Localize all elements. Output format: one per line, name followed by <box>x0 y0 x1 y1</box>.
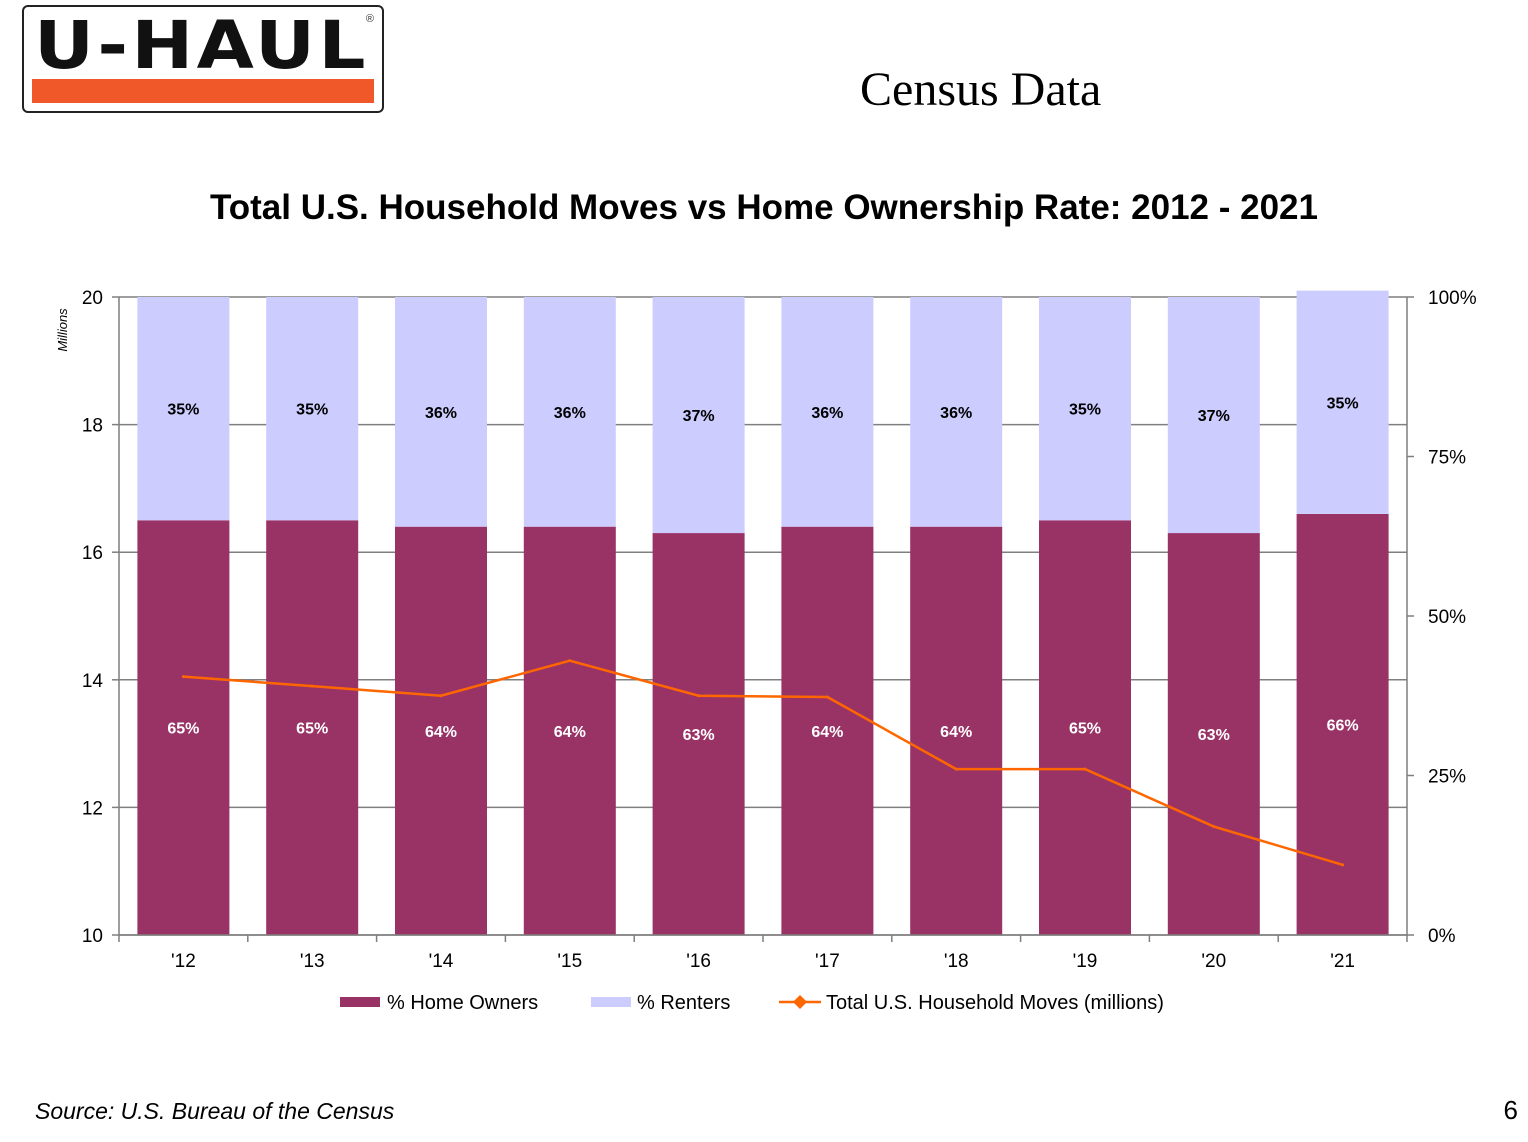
data-label-renters: 35% <box>296 402 328 419</box>
bar-renters <box>781 297 874 527</box>
moves-point <box>568 659 572 663</box>
y-left-tick-label: 20 <box>82 288 103 309</box>
y-right-tick-label: 100% <box>1428 288 1477 309</box>
data-label-home-owners: 64% <box>940 724 972 741</box>
data-label-home-owners: 64% <box>425 724 457 741</box>
moves-point <box>181 675 185 679</box>
x-tick-label: '18 <box>944 951 969 972</box>
bar-home-owners <box>1167 533 1260 935</box>
legend-marker-moves <box>793 995 807 1009</box>
y-right-tick-label: 0% <box>1428 926 1456 947</box>
data-label-home-owners: 65% <box>167 721 199 738</box>
y-right-tick-label: 75% <box>1428 448 1466 469</box>
data-label-home-owners: 63% <box>683 727 715 744</box>
legend-label-home-owners: % Home Owners <box>387 992 538 1014</box>
uhaul-logo: U-HAUL ® <box>22 5 384 113</box>
y-left-tick-label: 18 <box>82 416 103 437</box>
bar-renters <box>137 297 230 521</box>
bar-renters <box>523 297 616 527</box>
data-label-renters: 37% <box>1198 408 1230 425</box>
y-left-axis-label: Millions <box>55 308 70 352</box>
bar-home-owners <box>137 520 230 935</box>
bar-home-owners <box>395 526 487 935</box>
data-label-home-owners: 65% <box>296 721 328 738</box>
bar-home-owners <box>910 526 1003 935</box>
x-tick-label: '16 <box>686 951 711 972</box>
data-label-home-owners: 66% <box>1327 717 1359 734</box>
bar-renters <box>266 297 359 521</box>
bar-home-owners <box>1039 520 1131 935</box>
moves-point <box>310 684 314 688</box>
moves-point <box>825 695 829 699</box>
moves-point <box>697 694 701 698</box>
y-left-tick-label: 16 <box>82 543 103 564</box>
bar-renters <box>395 297 487 527</box>
bar-renters <box>1039 297 1131 521</box>
bar-home-owners <box>266 520 359 935</box>
moves-point <box>1212 825 1216 829</box>
data-label-renters: 35% <box>1327 395 1359 412</box>
moves-point <box>954 767 958 771</box>
data-label-home-owners: 64% <box>554 724 586 741</box>
logo-wordmark: U-HAUL <box>34 7 369 84</box>
x-tick-label: '15 <box>557 951 582 972</box>
y-left-tick-label: 12 <box>82 798 103 819</box>
bar-renters <box>652 297 745 534</box>
moves-point <box>1083 767 1087 771</box>
legend-label-moves: Total U.S. Household Moves (millions) <box>826 992 1164 1014</box>
y-left-tick-label: 14 <box>82 671 104 692</box>
legend-label-renters: % Renters <box>637 992 730 1014</box>
data-label-renters: 35% <box>1069 402 1101 419</box>
y-right-tick-label: 25% <box>1428 767 1466 788</box>
bar-home-owners <box>781 526 874 935</box>
page-number: 6 <box>1503 1095 1518 1125</box>
source-note: Source: U.S. Bureau of the Census <box>35 1098 395 1124</box>
y-right-tick-label: 50% <box>1428 607 1466 628</box>
data-label-home-owners: 63% <box>1198 727 1230 744</box>
logo-orange-bar <box>32 79 374 103</box>
bar-renters <box>1167 297 1260 534</box>
x-tick-label: '17 <box>815 951 840 972</box>
bar-home-owners <box>652 533 745 935</box>
x-tick-label: '14 <box>429 951 454 972</box>
data-label-renters: 36% <box>554 405 586 422</box>
data-label-renters: 36% <box>940 405 972 422</box>
registered-mark: ® <box>365 13 374 25</box>
legend-swatch-renters <box>591 997 631 1007</box>
data-label-renters: 36% <box>425 405 457 422</box>
x-tick-label: '13 <box>300 951 325 972</box>
data-label-home-owners: 64% <box>811 724 843 741</box>
data-label-renters: 35% <box>167 402 199 419</box>
x-tick-label: '12 <box>171 951 196 972</box>
bar-home-owners <box>523 526 616 935</box>
data-label-renters: 37% <box>683 408 715 425</box>
x-tick-label: '20 <box>1201 951 1226 972</box>
bar-renters <box>1296 290 1389 514</box>
legend-swatch-home-owners <box>340 997 380 1007</box>
y-left-tick-label: 10 <box>82 926 103 947</box>
x-tick-label: '19 <box>1073 951 1098 972</box>
data-label-renters: 36% <box>811 405 843 422</box>
bar-renters <box>910 297 1003 527</box>
data-label-home-owners: 65% <box>1069 721 1101 738</box>
moves-line <box>183 659 1343 867</box>
moves-point <box>1341 863 1345 867</box>
chart-title: Total U.S. Household Moves vs Home Owner… <box>209 188 1318 227</box>
moves-point <box>439 694 443 698</box>
page-title: Census Data <box>860 63 1102 116</box>
x-tick-label: '21 <box>1330 951 1355 972</box>
